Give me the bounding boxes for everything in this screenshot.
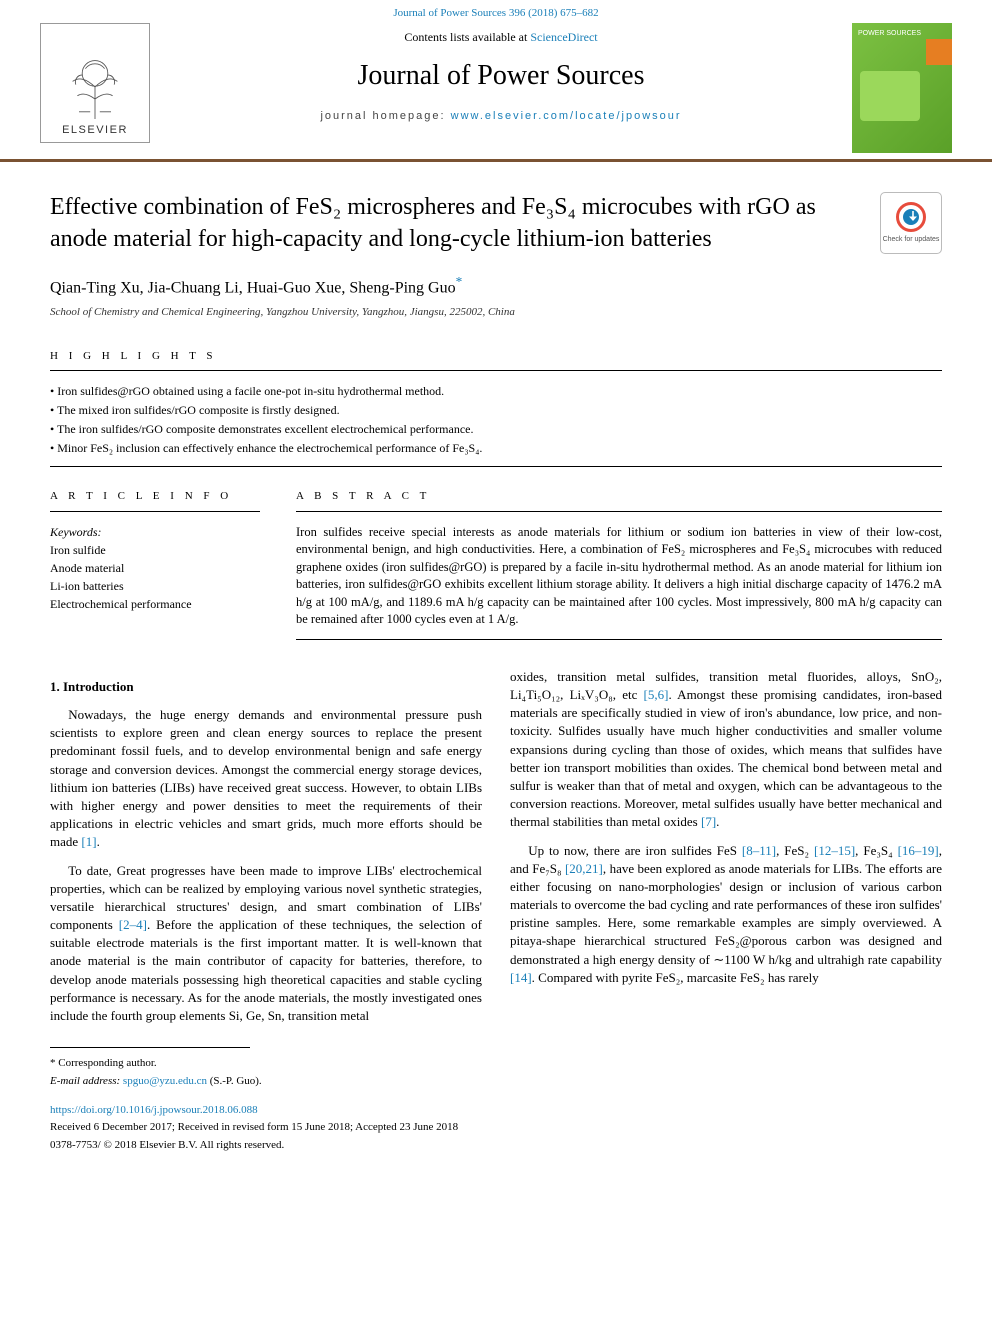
masthead-center: Contents lists available at ScienceDirec… xyxy=(168,23,834,153)
citation-link[interactable]: [16–19] xyxy=(898,843,939,858)
keywords-label: Keywords: xyxy=(50,524,260,541)
citation-link[interactable]: [8–11] xyxy=(742,843,776,858)
highlight-item: The iron sulfides/rGO composite demonstr… xyxy=(50,421,942,438)
citation-link[interactable]: [1] xyxy=(81,834,96,849)
affiliation: School of Chemistry and Chemical Enginee… xyxy=(50,305,942,320)
divider xyxy=(296,511,942,512)
highlight-item: Minor FeS₂ inclusion can effectively enh… xyxy=(50,440,942,457)
text: , have been explored as anode materials … xyxy=(510,861,942,967)
cover-title: POWER SOURCES xyxy=(858,29,921,39)
page-content: Effective combination of FeS₂ microspher… xyxy=(0,162,992,1193)
homepage-url[interactable]: www.elsevier.com/locate/jpowsour xyxy=(451,110,682,122)
divider xyxy=(296,639,942,640)
email-line: E-mail address: spguo@yzu.edu.cn (S.-P. … xyxy=(50,1074,942,1089)
footnote-rule xyxy=(50,1047,250,1054)
paragraph: oxides, transition metal sulfides, trans… xyxy=(510,668,942,832)
elsevier-tree-icon xyxy=(55,43,135,123)
text: . xyxy=(716,814,719,829)
section-heading: 1. Introduction xyxy=(50,678,482,696)
authors: Qian-Ting Xu, Jia-Chuang Li, Huai-Guo Xu… xyxy=(50,273,942,300)
corresponding-star: * xyxy=(456,274,463,289)
keyword: Li-ion batteries xyxy=(50,577,260,595)
divider xyxy=(50,511,260,512)
highlight-item: Iron sulfides@rGO obtained using a facil… xyxy=(50,383,942,400)
journal-cover-thumb: POWER SOURCES xyxy=(852,23,952,153)
keyword: Iron sulfide xyxy=(50,541,260,559)
citation-link[interactable]: [14] xyxy=(510,970,532,985)
text: , FeS₂ xyxy=(776,843,814,858)
cover-art-icon xyxy=(860,71,920,121)
paragraph: Up to now, there are iron sulfides FeS [… xyxy=(510,842,942,988)
abstract-text: Iron sulfides receive special interests … xyxy=(296,524,942,629)
doi-link[interactable]: https://doi.org/10.1016/j.jpowsour.2018.… xyxy=(50,1103,942,1118)
sciencedirect-link[interactable]: ScienceDirect xyxy=(530,30,597,44)
article-info-column: A R T I C L E I N F O Keywords: Iron sul… xyxy=(50,489,260,639)
text: . xyxy=(97,834,100,849)
abstract-label: A B S T R A C T xyxy=(296,489,942,504)
text: Up to now, there are iron sulfides FeS xyxy=(528,843,742,858)
corresponding-note: * Corresponding author. xyxy=(50,1056,942,1071)
contents-line: Contents lists available at ScienceDirec… xyxy=(168,29,834,46)
body-text: 1. Introduction Nowadays, the huge energ… xyxy=(50,668,942,1025)
divider xyxy=(50,466,942,467)
authors-list: Qian-Ting Xu, Jia-Chuang Li, Huai-Guo Xu… xyxy=(50,279,456,296)
text: . Compared with pyrite FeS₂, marcasite F… xyxy=(532,970,819,985)
cover-band-icon xyxy=(926,39,952,65)
crossmark-icon xyxy=(896,202,926,232)
paper-title: Effective combination of FeS₂ microspher… xyxy=(50,192,862,254)
text: , Fe₃S₄ xyxy=(855,843,897,858)
received-line: Received 6 December 2017; Received in re… xyxy=(50,1120,942,1135)
keywords-list: Iron sulfide Anode material Li-ion batte… xyxy=(50,541,260,613)
check-updates-badge[interactable]: Check for updates xyxy=(880,192,942,254)
text: . Amongst these promising candidates, ir… xyxy=(510,687,942,829)
paragraph: To date, Great progresses have been made… xyxy=(50,862,482,1026)
text: Nowadays, the huge energy demands and en… xyxy=(50,707,482,849)
keyword: Electrochemical performance xyxy=(50,595,260,613)
divider xyxy=(50,370,942,371)
masthead: ELSEVIER Contents lists available at Sci… xyxy=(0,23,992,162)
copyright-line: 0378-7753/ © 2018 Elsevier B.V. All righ… xyxy=(50,1138,942,1153)
citation-link[interactable]: [20,21] xyxy=(565,861,603,876)
elsevier-logo: ELSEVIER xyxy=(40,23,150,143)
article-info-label: A R T I C L E I N F O xyxy=(50,489,260,504)
email-label: E-mail address: xyxy=(50,1075,123,1087)
highlights: Iron sulfides@rGO obtained using a facil… xyxy=(50,383,942,456)
homepage-line: journal homepage: www.elsevier.com/locat… xyxy=(168,109,834,124)
keyword: Anode material xyxy=(50,559,260,577)
journal-issue-link[interactable]: Journal of Power Sources 396 (2018) 675–… xyxy=(0,0,992,23)
citation-link[interactable]: [2–4] xyxy=(119,917,147,932)
highlight-item: The mixed iron sulfides/rGO composite is… xyxy=(50,402,942,419)
abstract-column: A B S T R A C T Iron sulfides receive sp… xyxy=(296,489,942,639)
paragraph: Nowadays, the huge energy demands and en… xyxy=(50,706,482,852)
homepage-prefix: journal homepage: xyxy=(320,110,450,122)
citation-link[interactable]: [12–15] xyxy=(814,843,855,858)
contents-prefix: Contents lists available at xyxy=(404,30,530,44)
citation-link[interactable]: [5,6] xyxy=(644,687,669,702)
citation-link[interactable]: [7] xyxy=(701,814,716,829)
email-link[interactable]: spguo@yzu.edu.cn xyxy=(123,1075,207,1087)
check-updates-label: Check for updates xyxy=(883,235,940,245)
email-suffix: (S.-P. Guo). xyxy=(207,1075,262,1087)
journal-name: Journal of Power Sources xyxy=(168,56,834,95)
elsevier-name: ELSEVIER xyxy=(62,123,128,138)
text: . Before the application of these techni… xyxy=(50,917,482,1023)
highlights-label: H I G H L I G H T S xyxy=(50,349,942,364)
